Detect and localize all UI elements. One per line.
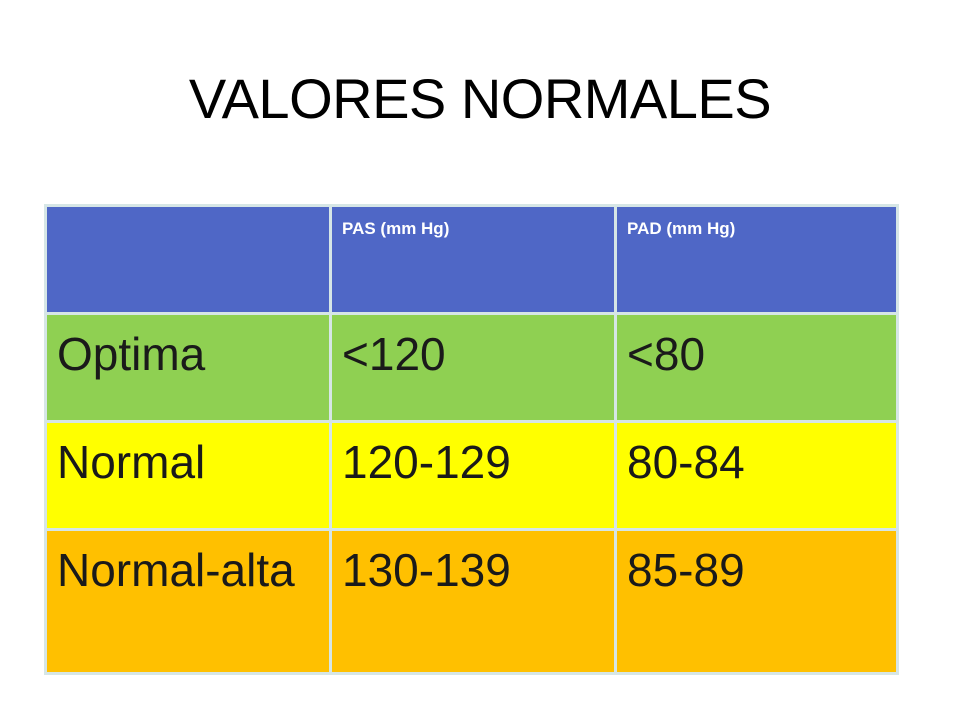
header-cell-pas: PAS (mm Hg)	[329, 204, 617, 315]
category-cell: Optima	[44, 312, 332, 423]
table-row-normal-alta: Normal-alta 130-139 85-89	[44, 528, 899, 675]
table-row-optima: Optima <120 <80	[44, 312, 899, 423]
header-cell-empty	[44, 204, 332, 315]
pad-cell: 80-84	[614, 420, 899, 531]
pad-cell: 85-89	[614, 528, 899, 675]
slide-title: VALORES NORMALES	[188, 67, 772, 130]
header-cell-pad: PAD (mm Hg)	[614, 204, 899, 315]
pas-cell: 130-139	[329, 528, 617, 675]
pas-cell: <120	[329, 312, 617, 423]
category-cell: Normal-alta	[44, 528, 332, 675]
table-row-normal: Normal 120-129 80-84	[44, 420, 899, 531]
blood-pressure-table: PAS (mm Hg) PAD (mm Hg) Optima <120 <80 …	[44, 204, 899, 675]
pad-cell: <80	[614, 312, 899, 423]
table-header-row: PAS (mm Hg) PAD (mm Hg)	[44, 204, 899, 315]
category-cell: Normal	[44, 420, 332, 531]
pas-cell: 120-129	[329, 420, 617, 531]
